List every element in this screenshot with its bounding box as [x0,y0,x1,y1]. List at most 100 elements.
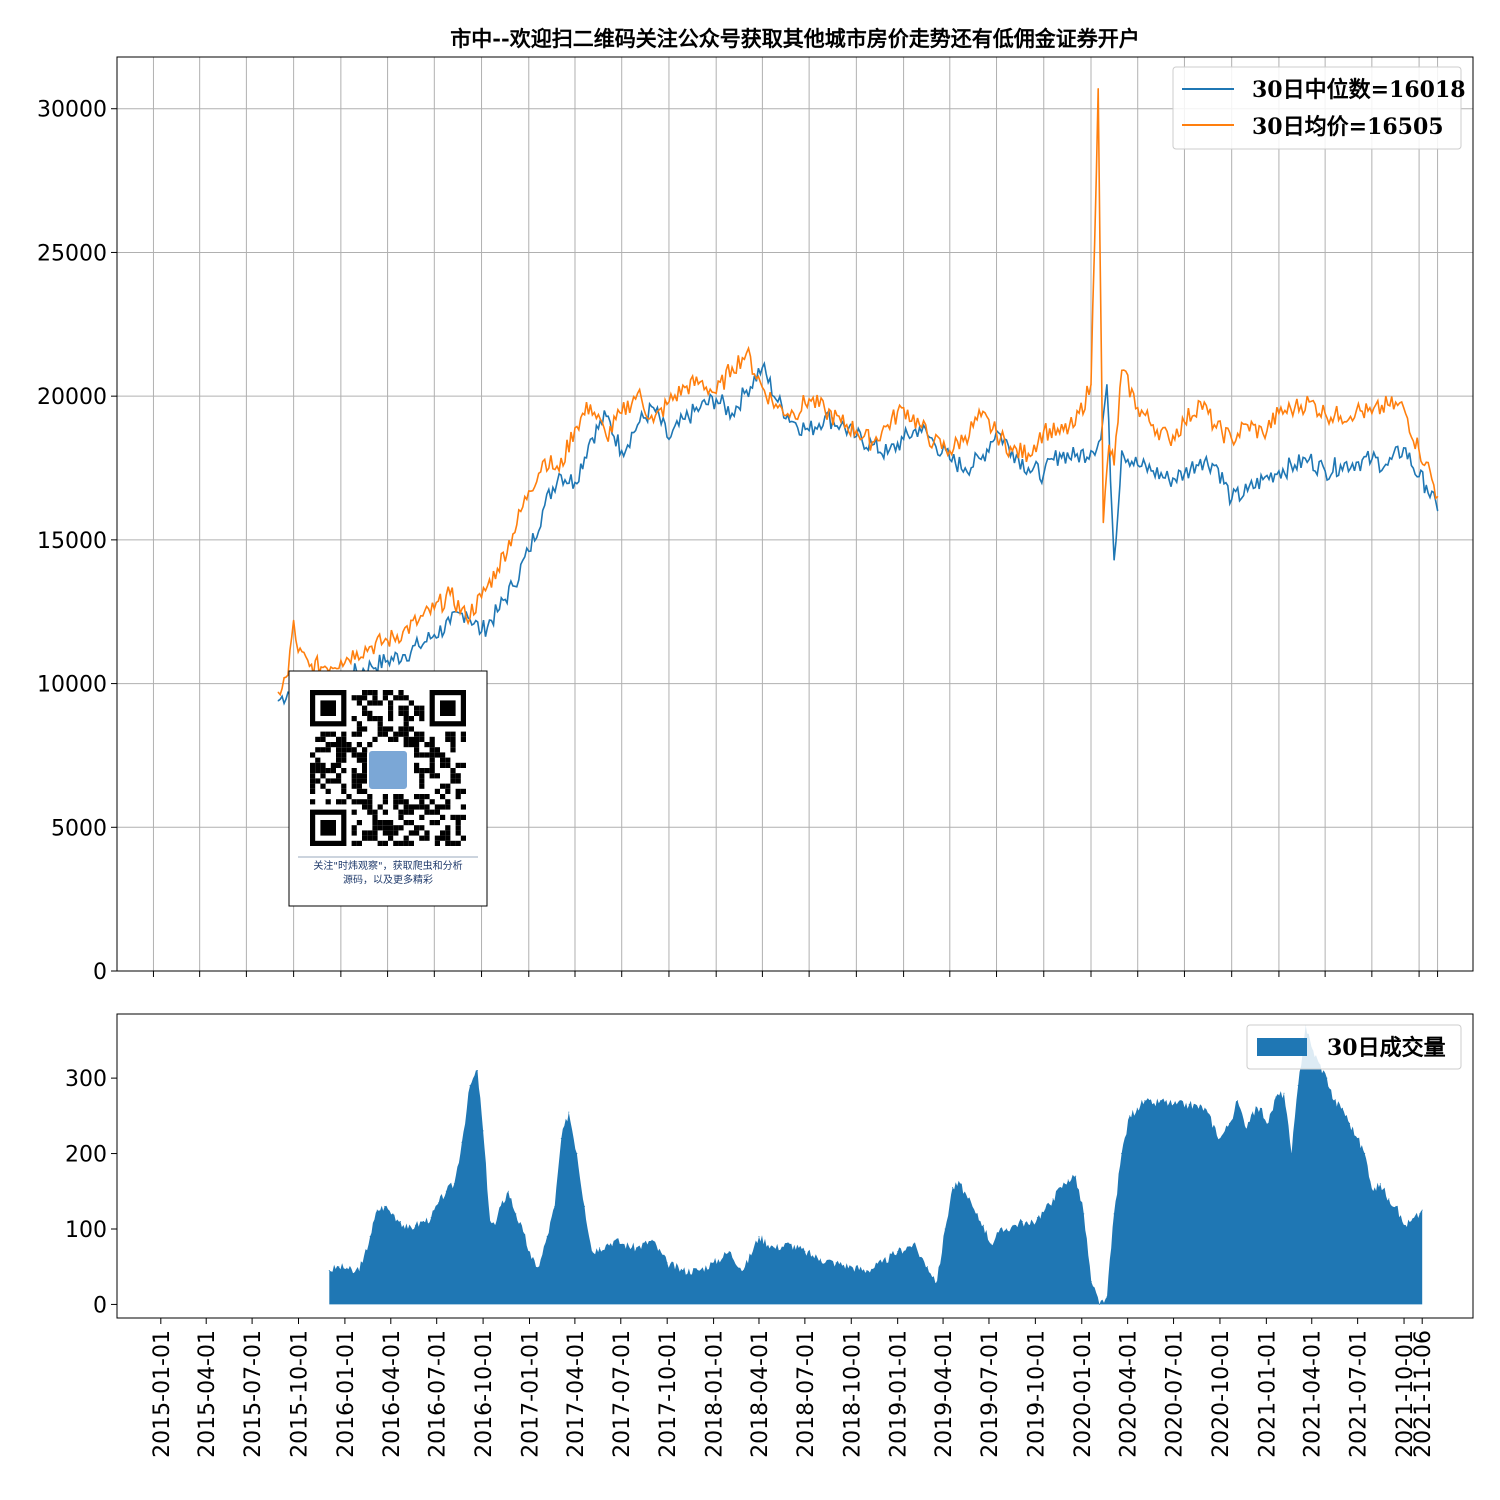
price-point [277,700,279,702]
price-point [1418,450,1420,452]
price-point [715,398,717,400]
volume-point [990,1243,992,1245]
price-point [1168,478,1170,481]
volume-point [1395,1205,1397,1207]
price-point [324,665,326,667]
volume-point [461,1141,463,1143]
x-tick-label: 2017-01-01 [519,1330,544,1458]
price-point [1403,447,1405,449]
price-point [684,418,686,420]
volume-y-tick-label: 300 [65,1067,107,1092]
volume-point [1372,1190,1374,1192]
price-point [1246,424,1249,426]
price-point [465,616,467,619]
price-point [480,631,483,633]
volume-point [728,1251,730,1253]
price-point [496,568,499,570]
price-point [1215,464,1217,466]
price-point [1090,384,1092,386]
price-point [1355,461,1358,463]
volume-point [1029,1224,1031,1226]
volume-point [682,1269,684,1271]
price-point [745,389,748,392]
volume-point [346,1267,348,1269]
price-point [668,401,670,403]
volume-point [1106,1296,1108,1298]
volume-point [445,1190,447,1192]
volume-y-tick-label: 100 [65,1218,107,1243]
volume-point [1291,1153,1293,1155]
price-point [1059,453,1061,455]
volume-point [614,1239,616,1241]
volume-point [538,1266,540,1268]
volume-point [384,1205,386,1207]
volume-point [804,1251,806,1253]
x-tick-label: 2021-01-01 [1255,1330,1280,1458]
price-point [449,593,451,596]
volume-point [1219,1137,1221,1139]
price-point [887,453,889,455]
qr-avatar [367,749,409,791]
price-legend-box [1172,66,1462,150]
price-point [699,381,701,383]
volume-point [1136,1107,1138,1109]
price-plot: 0 5000 10000 15000 20000 25000 30000 30日中位数=16… [37,56,1474,985]
volume-point [1052,1198,1054,1200]
volume-point [1349,1122,1351,1124]
volume-point [897,1251,899,1253]
price-point [1121,369,1123,371]
volume-point [423,1220,425,1222]
price-point [1027,453,1029,455]
price-point [1387,404,1389,406]
x-tick-label: 2019-07-01 [978,1330,1003,1458]
x-tick-label: 2020-10-01 [1209,1330,1234,1458]
x-tick-label: 2021-10-01 [1393,1330,1418,1458]
x-tick-label: 2021-07-01 [1347,1330,1372,1458]
volume-point [554,1205,556,1207]
y-tick-label: 15000 [37,529,107,554]
price-point [1183,421,1186,423]
price-point [1215,427,1217,429]
volume-point [1252,1111,1254,1113]
price-point [715,392,717,394]
price-point [1168,438,1170,440]
volume-point [1275,1096,1277,1098]
volume-point [959,1183,961,1185]
price-point [277,691,279,693]
volume-point [1237,1100,1239,1102]
price-point [918,427,921,429]
volume-point [635,1247,637,1249]
price-point [1097,88,1099,90]
volume-area [329,1025,1423,1305]
price-point [652,421,655,423]
x-tick-label: 2015-07-01 [241,1330,266,1458]
price-point [1418,476,1420,478]
volume-point [1326,1077,1328,1079]
volume-point [912,1243,914,1245]
volume-point [500,1205,502,1207]
volume-point [666,1262,668,1264]
price-point [1436,510,1439,512]
volume-point [399,1220,401,1222]
y-tick-label: 20000 [37,385,107,410]
price-point [855,430,857,432]
price-point [808,430,810,432]
price-point [371,645,373,647]
volume-y-tick-label: 0 [93,1293,107,1318]
qr-code-icon [310,690,466,846]
price-point [386,639,389,642]
volume-point [568,1111,570,1113]
volume-point [369,1236,371,1238]
volume-legend: 30日成交量 [1246,1024,1462,1070]
volume-point [820,1258,822,1260]
price-point [1324,412,1326,415]
volume-plot-x-axis: 2015-01-01 2015-04-01 2015-07-01 2015-10-01… [150,1318,1436,1458]
price-point [887,424,889,426]
price-point [1100,438,1102,440]
price-point [902,407,905,409]
price-point [297,651,299,653]
volume-point [583,1205,585,1207]
x-tick-label: 2017-04-01 [564,1330,589,1458]
price-point [621,412,623,415]
